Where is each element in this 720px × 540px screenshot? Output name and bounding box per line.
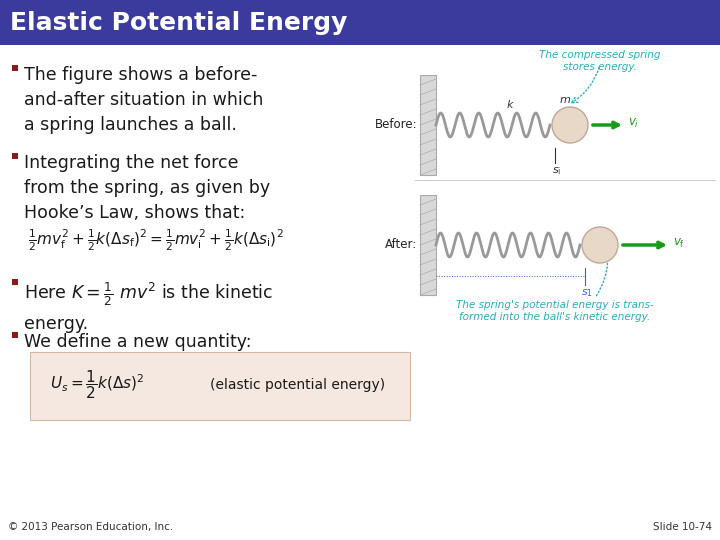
Circle shape: [552, 107, 588, 143]
Text: Before:: Before:: [374, 118, 417, 132]
Text: The compressed spring
stores energy.: The compressed spring stores energy.: [539, 50, 661, 72]
Text: $U_s = \dfrac{1}{2}k(\Delta s)^2$: $U_s = \dfrac{1}{2}k(\Delta s)^2$: [50, 369, 145, 401]
Bar: [12, 332, 18, 338]
Text: We define a new quantity:: We define a new quantity:: [24, 333, 251, 351]
Text: The figure shows a before-
and-after situation in which
a spring launches a ball: The figure shows a before- and-after sit…: [24, 66, 264, 134]
Text: The spring's potential energy is trans-
formed into the ball's kinetic energy.: The spring's potential energy is trans- …: [456, 300, 654, 322]
Bar: [12, 65, 18, 71]
Text: (elastic potential energy): (elastic potential energy): [210, 378, 385, 392]
Text: After:: After:: [384, 239, 417, 252]
Text: $m$: $m$: [559, 95, 571, 105]
Text: $v_{\rm f}$: $v_{\rm f}$: [673, 237, 685, 249]
Bar: [420, 195, 436, 295]
FancyBboxPatch shape: [30, 352, 410, 420]
Text: Here $K = \frac{1}{2}$ $mv^2$ is the kinetic
energy.: Here $K = \frac{1}{2}$ $mv^2$ is the kin…: [24, 280, 273, 333]
Text: Integrating the net force
from the spring, as given by
Hooke’s Law, shows that:: Integrating the net force from the sprin…: [24, 154, 270, 222]
Text: Elastic Potential Energy: Elastic Potential Energy: [10, 11, 347, 35]
Text: $v_i$: $v_i$: [628, 117, 639, 130]
Bar: [12, 279, 18, 285]
Circle shape: [582, 227, 618, 263]
Text: © 2013 Pearson Education, Inc.: © 2013 Pearson Education, Inc.: [8, 522, 174, 532]
Bar: [0, 0, 720, 45]
Bar: [420, 75, 436, 175]
Text: $s_{\rm 1}$: $s_{\rm 1}$: [581, 287, 593, 299]
Text: $s_{\rm i}$: $s_{\rm i}$: [552, 165, 562, 177]
Text: Slide 10-74: Slide 10-74: [653, 522, 712, 532]
Bar: [12, 153, 18, 159]
Text: $\frac{1}{2}mv_{\rm f}^2 + \frac{1}{2}k(\Delta s_{\rm f})^2 = \frac{1}{2}mv_{\rm: $\frac{1}{2}mv_{\rm f}^2 + \frac{1}{2}k(…: [28, 227, 284, 253]
Text: $k$: $k$: [505, 98, 514, 110]
